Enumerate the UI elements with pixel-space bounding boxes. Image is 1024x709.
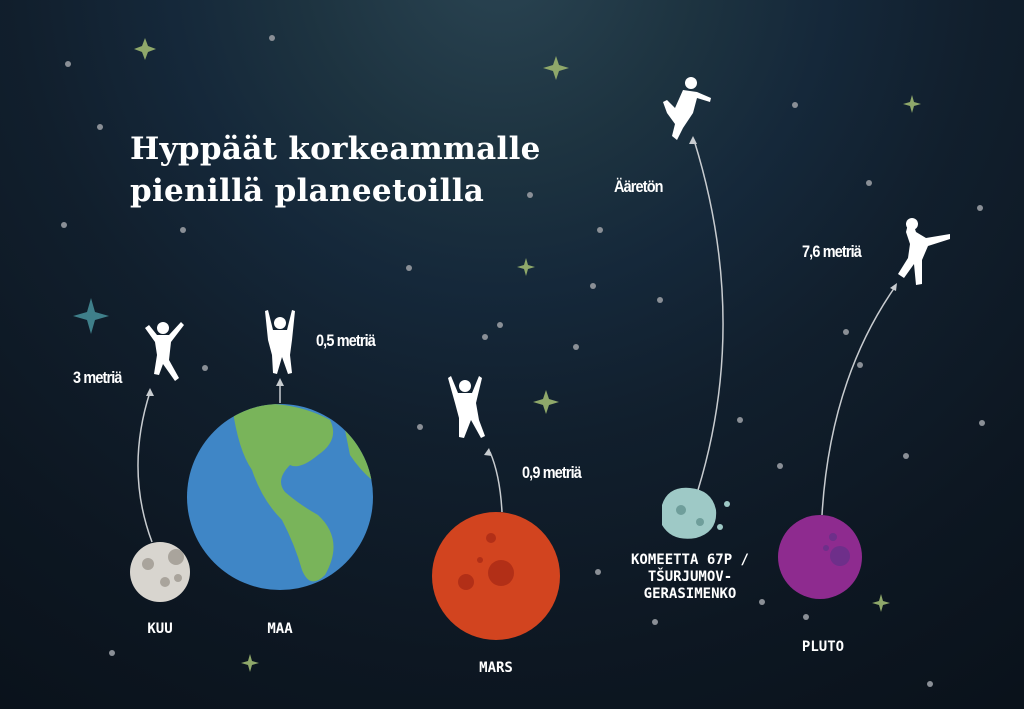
arrow-up-icon	[890, 283, 897, 291]
sparkles	[134, 38, 921, 672]
star-dot	[573, 344, 579, 350]
jumper-figure-earth	[265, 310, 295, 374]
earth	[187, 404, 373, 590]
jump-height-earth: 0,5 metriä	[316, 331, 376, 350]
star-dot	[590, 283, 596, 289]
jumper-figure-pluto	[898, 218, 950, 285]
label-comet-line-2: TŠURJUMOV-	[647, 569, 733, 585]
star-dot	[857, 362, 863, 368]
star-dot	[109, 650, 115, 656]
title-line-1: Hyppäät korkeammalle	[130, 131, 541, 167]
sparkle-star-icon	[517, 258, 535, 276]
background-stars	[61, 35, 985, 687]
star-dot	[903, 453, 909, 459]
jumper-figure-comet	[663, 77, 711, 140]
star-dot	[792, 102, 798, 108]
moon	[130, 542, 190, 602]
label-earth: MAA	[267, 621, 293, 637]
jump-height-comet: Ääretön	[614, 177, 664, 196]
trajectory-pluto	[821, 286, 896, 516]
star-dot	[597, 227, 603, 233]
sparkle-star-icon	[134, 38, 156, 60]
star-dot	[269, 35, 275, 41]
label-mars: MARS	[479, 660, 513, 676]
star-dot	[406, 265, 412, 271]
star-dot	[977, 205, 983, 211]
star-dot	[482, 334, 488, 340]
sparkle-star-icon	[73, 298, 109, 334]
mars	[432, 512, 560, 640]
jumper-figure-moon	[145, 322, 184, 381]
label-comet: KOMEETTA 67P / TŠURJUMOV- GERASIMENKO	[610, 552, 770, 603]
arrowheads	[146, 136, 897, 456]
sparkle-star-icon	[903, 95, 921, 113]
sparkle-star-icon	[241, 654, 259, 672]
star-dot	[497, 322, 503, 328]
star-dot	[657, 297, 663, 303]
star-dot	[927, 681, 933, 687]
star-dot	[97, 124, 103, 130]
arrow-up-icon	[276, 378, 284, 386]
star-dot	[979, 420, 985, 426]
jumpers	[145, 77, 950, 438]
label-comet-line-3: GERASIMENKO	[643, 586, 737, 602]
sparkle-star-icon	[543, 56, 569, 80]
star-dot	[652, 619, 658, 625]
label-comet-line-1: KOMEETTA 67P /	[630, 552, 749, 568]
pluto	[778, 515, 862, 599]
star-dot	[737, 417, 743, 423]
star-dot	[759, 599, 765, 605]
trajectory-comet	[693, 139, 724, 491]
sparkle-star-icon	[533, 390, 559, 414]
trajectory-mars	[489, 451, 503, 513]
sparkle-star-icon	[872, 594, 890, 612]
arrow-up-icon	[484, 448, 492, 456]
trajectory-moon	[137, 391, 153, 543]
jumper-figure-mars	[448, 376, 485, 438]
star-dot	[527, 192, 533, 198]
comet	[662, 487, 730, 539]
star-dot	[595, 569, 601, 575]
star-dot	[417, 424, 423, 430]
star-dot	[202, 365, 208, 371]
star-dot	[803, 614, 809, 620]
trajectories	[137, 139, 896, 543]
star-dot	[61, 222, 67, 228]
star-dot	[866, 180, 872, 186]
jump-height-pluto: 7,6 metriä	[802, 242, 862, 261]
star-dot	[777, 463, 783, 469]
star-dot	[65, 61, 71, 67]
jump-height-moon: 3 metriä	[73, 368, 122, 387]
arrow-up-icon	[689, 136, 697, 144]
title-line-2: pienillä planeetoilla	[130, 173, 485, 209]
jump-height-mars: 0,9 metriä	[522, 463, 582, 482]
arrow-up-icon	[146, 388, 154, 396]
star-dot	[843, 329, 849, 335]
label-pluto: PLUTO	[801, 639, 845, 655]
page-title: Hyppäät korkeammalle pienillä planeetoil…	[130, 128, 541, 212]
label-moon: KUU	[147, 621, 173, 637]
star-dot	[180, 227, 186, 233]
